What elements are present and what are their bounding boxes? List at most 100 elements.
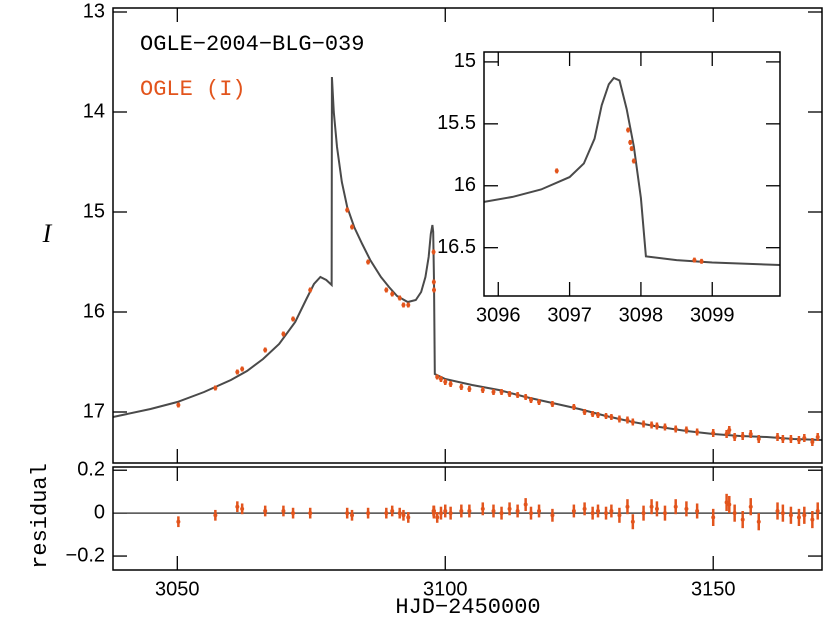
- data-point: [695, 508, 700, 513]
- data-point: [431, 280, 436, 284]
- data-point: [662, 511, 667, 516]
- frame: [112, 466, 823, 571]
- data-point: [281, 332, 286, 336]
- data-point: [438, 377, 443, 381]
- data-point: [448, 511, 453, 516]
- data-point: [176, 403, 181, 407]
- y-tick-label: 15.5: [437, 112, 476, 134]
- data-point: [480, 388, 485, 392]
- data-point: [291, 511, 296, 516]
- y-tick-label: 14: [83, 100, 105, 122]
- data-point: [699, 259, 704, 264]
- data-point: [654, 506, 659, 511]
- data-point: [529, 398, 534, 402]
- data-point: [649, 504, 654, 509]
- data-point: [366, 260, 371, 264]
- inset-background: [484, 52, 780, 296]
- frame: [112, 7, 823, 464]
- data-point: [443, 380, 448, 384]
- data-point: [582, 506, 587, 511]
- data-point: [711, 431, 716, 435]
- y-tick-label: −0.2: [66, 544, 105, 566]
- data-point: [724, 500, 729, 505]
- data-point: [732, 511, 737, 516]
- data-point: [617, 417, 622, 421]
- x-tick-label: 3099: [690, 304, 735, 326]
- data-point: [582, 410, 587, 414]
- data-point: [595, 413, 600, 417]
- data-point: [443, 508, 448, 513]
- data-point: [654, 424, 659, 428]
- chart-title: OGLE−2004−BLG−039: [140, 32, 364, 57]
- data-point: [448, 382, 453, 386]
- data-point: [235, 370, 240, 374]
- data-point: [480, 506, 485, 511]
- data-point: [459, 508, 464, 513]
- data-point: [397, 296, 402, 300]
- data-point: [810, 440, 815, 444]
- y-axis-label: I: [42, 219, 53, 248]
- data-point: [604, 511, 609, 516]
- data-point: [629, 146, 634, 151]
- data-point: [625, 418, 630, 422]
- data-point: [537, 508, 542, 513]
- data-point: [780, 511, 785, 516]
- data-point: [796, 438, 801, 442]
- data-point: [756, 437, 761, 441]
- data-point: [780, 437, 785, 441]
- data-point: [459, 385, 464, 389]
- data-point: [515, 393, 520, 397]
- y-tick-label: 15: [454, 50, 476, 72]
- data-point: [435, 375, 440, 379]
- data-point: [350, 225, 355, 229]
- model-curve: [113, 76, 822, 441]
- data-point: [748, 432, 753, 436]
- data-point: [571, 508, 576, 513]
- y-tick-label: 16: [454, 174, 476, 196]
- data-point: [617, 513, 622, 518]
- data-point: [775, 435, 780, 439]
- data-point: [724, 432, 729, 436]
- data-point: [630, 519, 635, 524]
- data-point: [727, 502, 732, 507]
- x-tick-label: 3097: [547, 304, 592, 326]
- data-point: [263, 508, 268, 513]
- data-point: [491, 390, 496, 394]
- data-point: [609, 508, 614, 513]
- data-point: [523, 502, 528, 507]
- data-point: [692, 258, 697, 263]
- data-point: [235, 504, 240, 509]
- data-point: [571, 405, 576, 409]
- data-point: [432, 508, 437, 513]
- data-point: [281, 508, 286, 513]
- y-tick-label: 17: [83, 400, 105, 422]
- data-point: [384, 511, 389, 516]
- y-tick-label: 0.2: [77, 459, 105, 481]
- data-point: [515, 508, 520, 513]
- data-point: [802, 513, 807, 518]
- data-point: [775, 508, 780, 513]
- data-point: [711, 515, 716, 520]
- data-point: [631, 158, 636, 163]
- data-point: [609, 415, 614, 419]
- data-point: [732, 435, 737, 439]
- data-point: [695, 430, 700, 434]
- data-point: [630, 420, 635, 424]
- data-point: [684, 428, 689, 432]
- data-point: [507, 506, 512, 511]
- y-tick-label: 16.5: [437, 236, 476, 258]
- x-tick-label: 3096: [476, 304, 521, 326]
- data-point: [748, 504, 753, 509]
- data-point: [176, 519, 181, 524]
- data-point: [491, 508, 496, 513]
- data-point: [213, 386, 218, 390]
- data-point: [345, 208, 350, 212]
- data-point: [727, 428, 732, 432]
- x-tick-label: 3050: [155, 578, 200, 600]
- data-point: [406, 515, 411, 520]
- data-point: [263, 348, 268, 352]
- data-point: [240, 506, 245, 511]
- data-point: [815, 435, 820, 439]
- data-point: [740, 434, 745, 438]
- y-axis-label: residual: [28, 463, 53, 569]
